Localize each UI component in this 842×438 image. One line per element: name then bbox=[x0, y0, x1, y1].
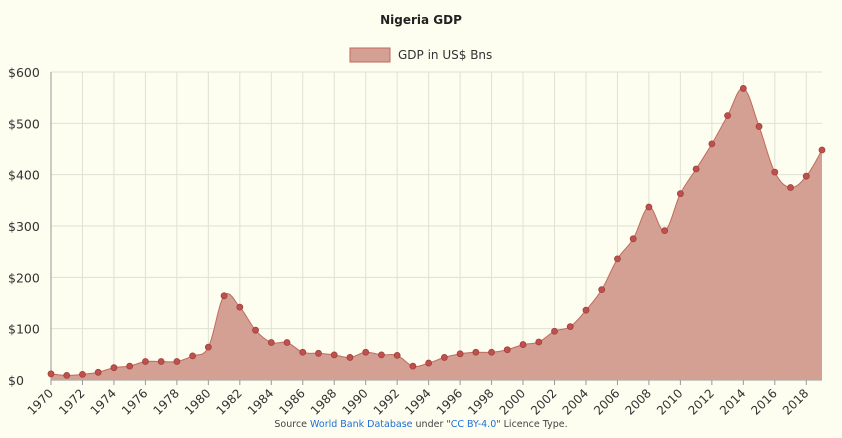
data-point[interactable] bbox=[676, 190, 684, 198]
data-point[interactable] bbox=[614, 255, 621, 263]
data-point[interactable] bbox=[456, 350, 464, 358]
legend-label: GDP in US$ Bns bbox=[398, 48, 492, 62]
data-point[interactable] bbox=[551, 327, 558, 335]
data-point[interactable] bbox=[79, 370, 86, 378]
x-tick-label: 2002 bbox=[528, 386, 559, 417]
data-point[interactable] bbox=[236, 303, 244, 311]
data-point[interactable] bbox=[755, 123, 763, 130]
data-point[interactable] bbox=[409, 362, 417, 370]
source-middle: under " bbox=[412, 419, 451, 430]
x-tick-label: 2010 bbox=[654, 386, 685, 417]
x-tick-label: 2014 bbox=[717, 386, 748, 417]
data-point[interactable] bbox=[519, 341, 527, 348]
source-note: Source World Bank Database under "CC BY-… bbox=[0, 419, 842, 430]
data-point[interactable] bbox=[330, 351, 338, 359]
data-point[interactable] bbox=[582, 306, 590, 314]
x-tick-label: 2008 bbox=[623, 386, 654, 417]
data-point[interactable] bbox=[252, 326, 259, 334]
x-axis-ticks: 1970 1972 1974 1976 1978 1980 1982 1984 1986 1988… bbox=[25, 386, 812, 417]
license-link[interactable]: CC BY-4.0 bbox=[450, 419, 497, 430]
data-point[interactable] bbox=[771, 168, 779, 176]
data-point[interactable] bbox=[267, 339, 275, 346]
data-point[interactable] bbox=[818, 146, 826, 154]
x-tick-label: 1970 bbox=[25, 386, 56, 417]
x-tick-label: 1994 bbox=[402, 386, 433, 417]
data-point[interactable] bbox=[661, 227, 669, 235]
x-tick-label: 1990 bbox=[339, 386, 370, 417]
legend-swatch bbox=[349, 47, 391, 63]
data-point[interactable] bbox=[126, 362, 134, 370]
y-tick-label: $0 bbox=[8, 373, 24, 388]
x-tick-label: 2016 bbox=[748, 386, 779, 417]
x-tick-label: 1978 bbox=[150, 386, 181, 417]
x-tick-label: 2000 bbox=[497, 386, 528, 417]
x-tick-label: 1988 bbox=[308, 386, 339, 417]
x-tick-label: 1980 bbox=[182, 386, 213, 417]
x-tick-label: 1992 bbox=[371, 386, 402, 417]
data-point[interactable] bbox=[220, 292, 228, 300]
x-tick-label: 1986 bbox=[276, 386, 307, 417]
data-point[interactable] bbox=[283, 339, 291, 346]
source-prefix: Source bbox=[274, 419, 311, 430]
data-point[interactable] bbox=[142, 358, 149, 365]
data-point[interactable] bbox=[425, 359, 433, 367]
data-point[interactable] bbox=[189, 352, 197, 360]
data-point[interactable] bbox=[47, 370, 55, 378]
y-tick-label: $200 bbox=[8, 270, 40, 285]
data-point[interactable] bbox=[393, 351, 401, 359]
y-tick-label: $100 bbox=[8, 322, 40, 337]
data-point[interactable] bbox=[299, 348, 307, 356]
legend: GDP in US$ Bns bbox=[349, 47, 492, 63]
area-fill bbox=[51, 88, 822, 380]
data-point[interactable] bbox=[63, 371, 71, 379]
plot-area bbox=[47, 85, 826, 380]
data-point[interactable] bbox=[692, 165, 700, 173]
data-point[interactable] bbox=[315, 349, 322, 357]
y-axis-ticks: $0 $100 $200 $300 $400 $500 $600 bbox=[8, 65, 40, 388]
data-point[interactable] bbox=[94, 368, 102, 376]
data-point[interactable] bbox=[488, 348, 495, 356]
data-point[interactable] bbox=[346, 354, 354, 361]
y-tick-label: $500 bbox=[8, 116, 40, 131]
data-point[interactable] bbox=[708, 140, 716, 148]
data-point[interactable] bbox=[173, 358, 181, 365]
data-point[interactable] bbox=[629, 235, 637, 243]
x-tick-label: 1984 bbox=[245, 386, 276, 417]
data-point[interactable] bbox=[503, 346, 511, 354]
data-point[interactable] bbox=[739, 85, 747, 92]
data-point[interactable] bbox=[566, 323, 574, 331]
y-tick-label: $600 bbox=[8, 65, 40, 80]
x-tick-label: 1974 bbox=[88, 386, 119, 417]
data-point[interactable] bbox=[110, 364, 118, 372]
data-point[interactable] bbox=[802, 172, 810, 180]
x-tick-label: 2004 bbox=[560, 386, 591, 417]
x-tick-label: 2012 bbox=[685, 386, 716, 417]
x-tick-label: 1976 bbox=[119, 386, 150, 417]
x-tick-label: 1972 bbox=[56, 386, 87, 417]
data-point[interactable] bbox=[787, 184, 794, 191]
x-tick-label: 1998 bbox=[465, 386, 496, 417]
data-point[interactable] bbox=[157, 358, 165, 365]
world-bank-link[interactable]: World Bank Database bbox=[310, 419, 413, 430]
y-tick-label: $300 bbox=[8, 219, 40, 234]
data-point[interactable] bbox=[472, 348, 480, 356]
data-point[interactable] bbox=[204, 343, 212, 351]
chart-title: Nigeria GDP bbox=[380, 13, 462, 27]
x-tick-label: 2006 bbox=[591, 386, 622, 417]
data-point[interactable] bbox=[645, 203, 653, 211]
data-point[interactable] bbox=[440, 354, 448, 361]
data-point[interactable] bbox=[598, 286, 606, 294]
x-tick-label: 1982 bbox=[213, 386, 244, 417]
y-tick-label: $400 bbox=[8, 168, 40, 183]
x-tick-label: 2018 bbox=[780, 386, 811, 417]
data-point[interactable] bbox=[724, 112, 731, 120]
data-point[interactable] bbox=[362, 348, 370, 356]
data-point[interactable] bbox=[378, 351, 385, 359]
data-point[interactable] bbox=[535, 338, 543, 346]
grid bbox=[50, 71, 822, 385]
source-suffix: " Licence Type. bbox=[496, 419, 568, 430]
x-tick-label: 1996 bbox=[434, 386, 465, 417]
